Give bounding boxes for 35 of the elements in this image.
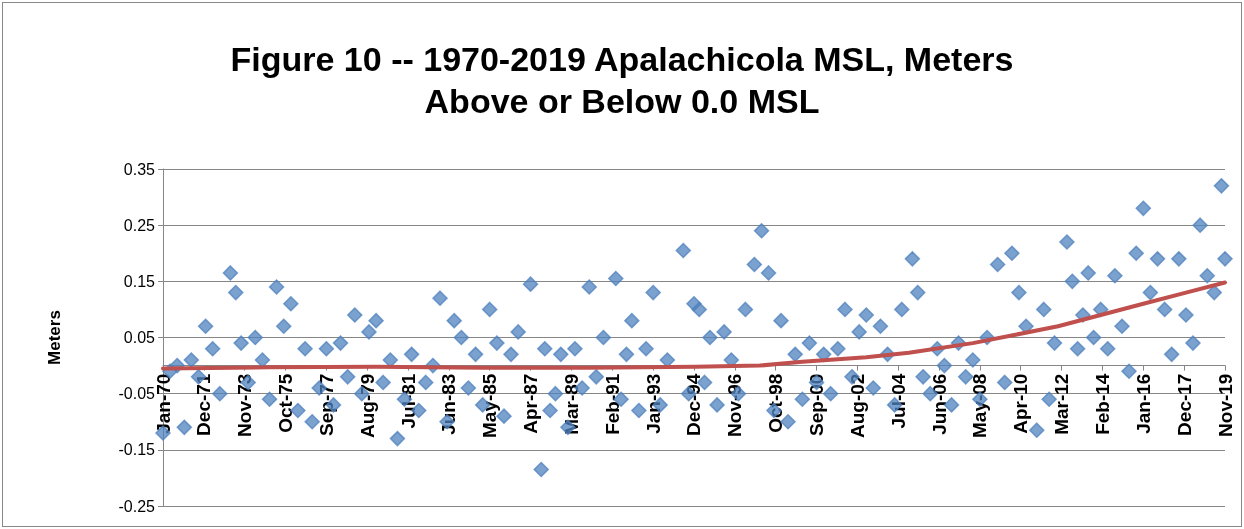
x-tick-label: Nov-96 bbox=[724, 373, 746, 437]
y-tick-label: 0.05 bbox=[123, 329, 156, 346]
x-tick-label: Mar-12 bbox=[1051, 373, 1073, 435]
x-tick-label: Dec-94 bbox=[683, 373, 705, 436]
x-tick-label: Oct-98 bbox=[765, 373, 787, 433]
x-tick-label: Oct-75 bbox=[274, 373, 296, 433]
x-tick-label: Jan-16 bbox=[1132, 373, 1154, 434]
x-tick-label: Jun-06 bbox=[928, 373, 950, 435]
x-tick-label: Sep-00 bbox=[806, 373, 828, 436]
x-tick-label: Mar-89 bbox=[560, 373, 582, 435]
x-tick-label: Dec-71 bbox=[193, 373, 215, 436]
x-tick-label: Jul-81 bbox=[397, 373, 419, 429]
x-tick-label: Aug-02 bbox=[846, 373, 868, 438]
y-tick-label: 0.25 bbox=[123, 216, 156, 234]
x-tick-label: Jul-04 bbox=[887, 373, 909, 429]
x-tick-label: Feb-14 bbox=[1092, 373, 1114, 435]
x-tick-label: Aug-79 bbox=[356, 373, 378, 438]
x-tick-label: Dec-17 bbox=[1173, 373, 1195, 436]
y-tick-label: -0.25 bbox=[118, 497, 156, 515]
x-tick-label: Sep-77 bbox=[315, 373, 337, 436]
chart-title: Figure 10 -- 1970-2019 Apalachicola MSL, Meters Above or Below 0.0 MSL bbox=[229, 39, 1015, 122]
x-tick-label: Nov-19 bbox=[1214, 373, 1236, 437]
x-tick-label: Apr-10 bbox=[1010, 373, 1032, 434]
x-tick-label: May-85 bbox=[479, 373, 501, 439]
x-tick-label: Feb-91 bbox=[601, 373, 623, 435]
y-tick-label: -0.15 bbox=[118, 441, 156, 459]
x-tick-label: May-08 bbox=[969, 373, 991, 439]
x-tick-label: Apr-87 bbox=[520, 373, 542, 434]
x-tick-label: Jun-83 bbox=[438, 373, 460, 435]
x-tick-label: Jan-93 bbox=[642, 373, 664, 434]
y-tick-label: 0.15 bbox=[123, 272, 156, 290]
y-tick-label: 0.35 bbox=[123, 160, 156, 178]
x-tick-label: Nov-73 bbox=[234, 373, 256, 437]
y-tick-label: -0.05 bbox=[118, 385, 156, 403]
y-axis-title: Meters bbox=[45, 310, 64, 365]
